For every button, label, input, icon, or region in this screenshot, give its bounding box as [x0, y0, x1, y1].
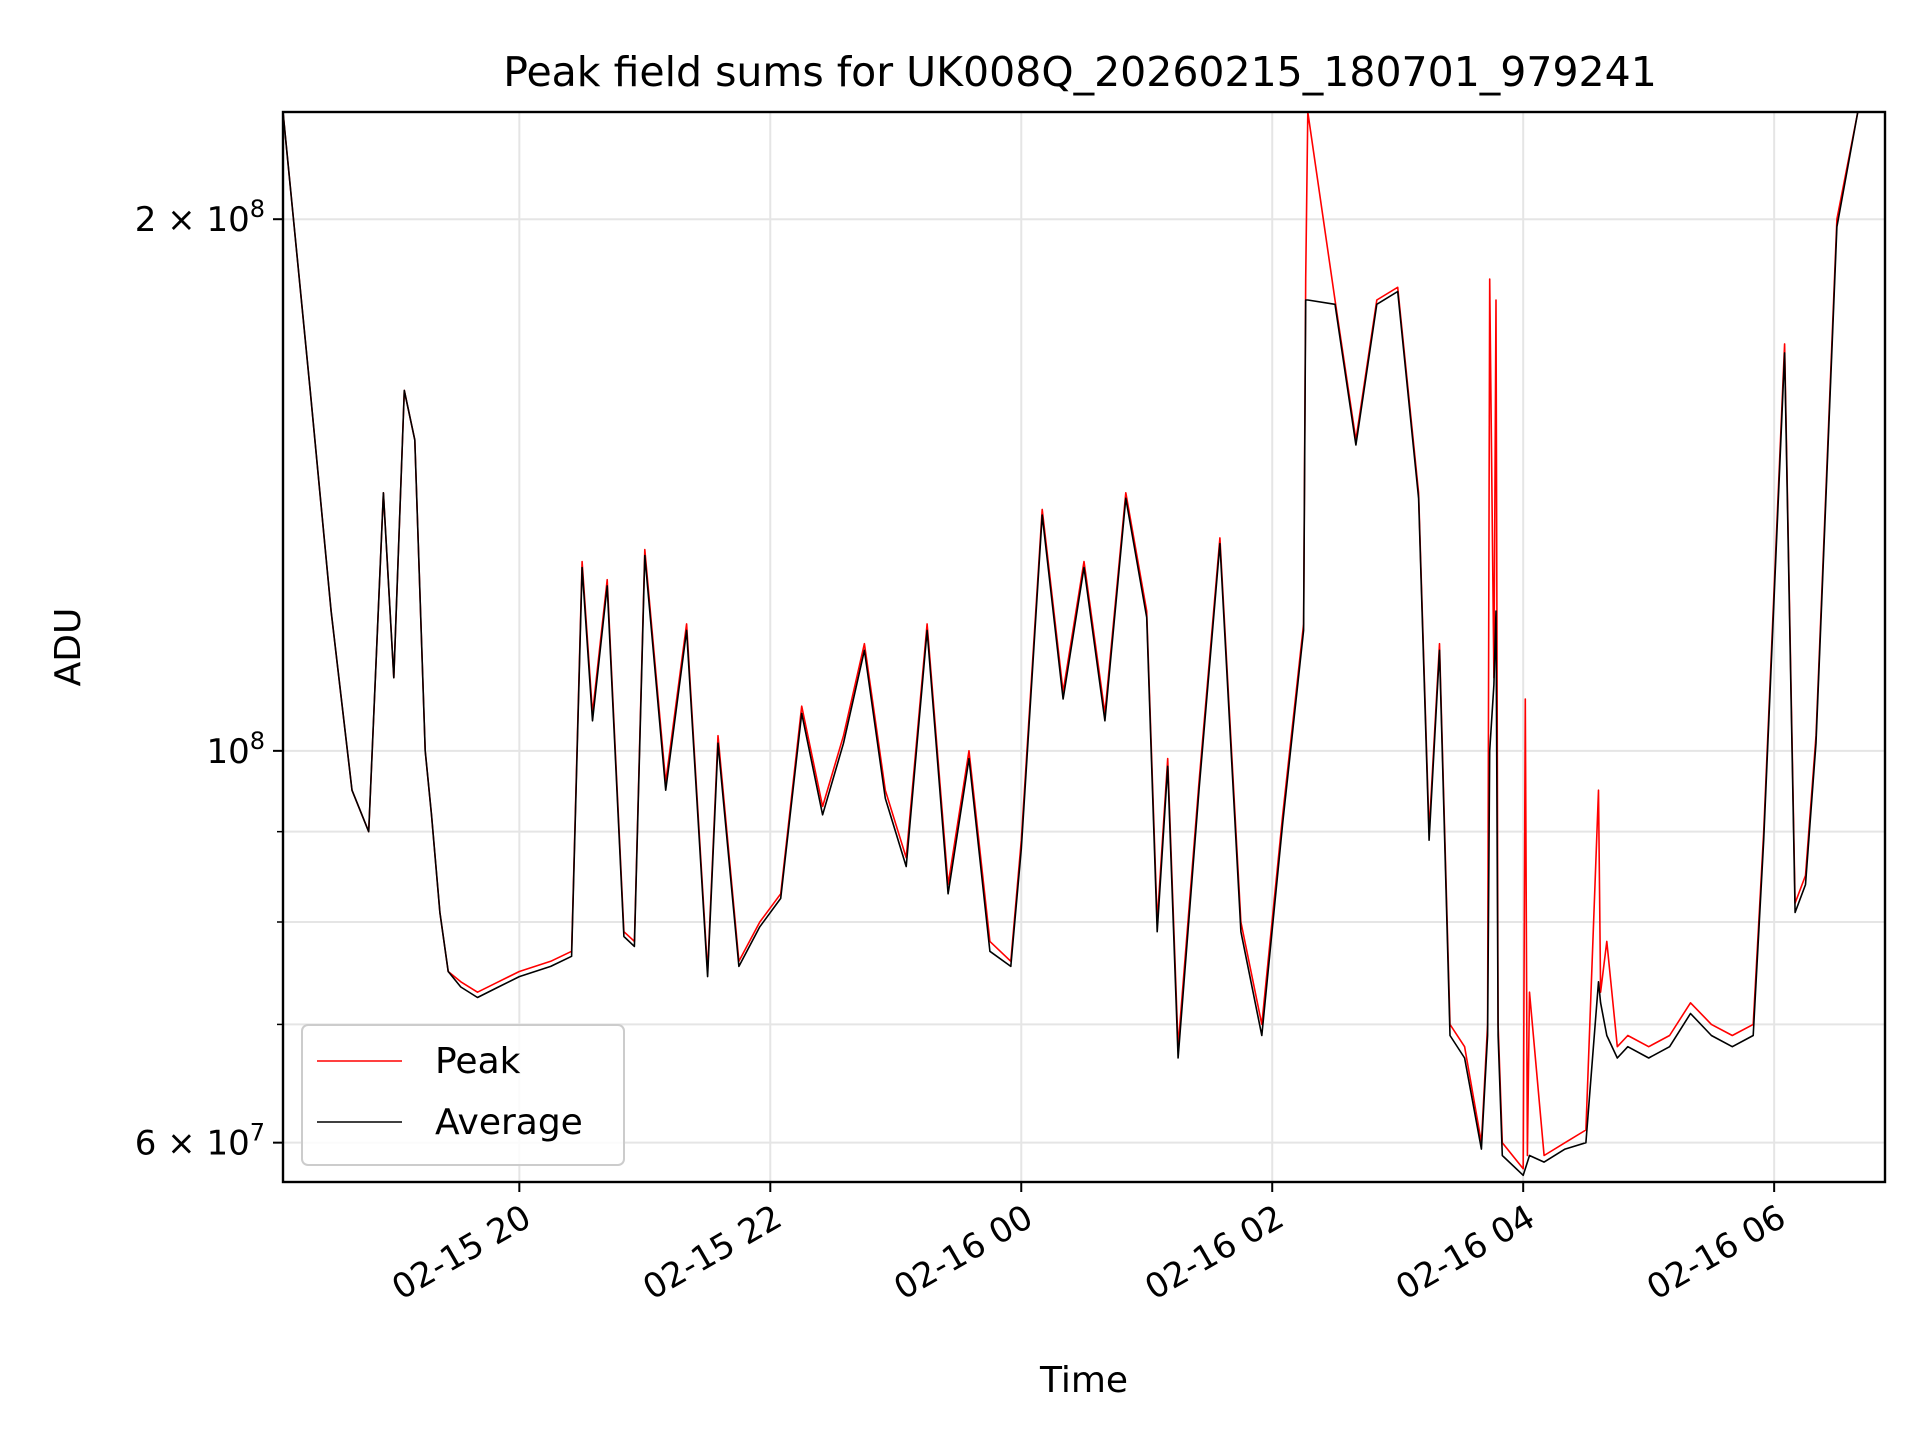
y-tick-label: 108	[206, 727, 265, 772]
y-axis-label: ADU	[48, 608, 89, 687]
chart-title: Peak field sums for UK008Q_20260215_1807…	[503, 48, 1657, 96]
plot-frame	[281, 110, 1887, 1184]
x-axis-label: Time	[1039, 1360, 1128, 1401]
y-tick-label: 6 × 107	[135, 1119, 265, 1164]
legend-box	[301, 1024, 625, 1166]
series-line-average	[283, 112, 1885, 1177]
series-line-peak	[283, 112, 1885, 1170]
legend-label-peak: Peak	[435, 1041, 521, 1082]
plot-lines	[283, 112, 1885, 1177]
y-tick-label: 2 × 108	[135, 195, 265, 240]
legend: Peak Average	[301, 1024, 625, 1166]
legend-label-average: Average	[435, 1102, 583, 1143]
y-axis-ticks: 6 × 107 108 2 × 108	[135, 195, 283, 1164]
